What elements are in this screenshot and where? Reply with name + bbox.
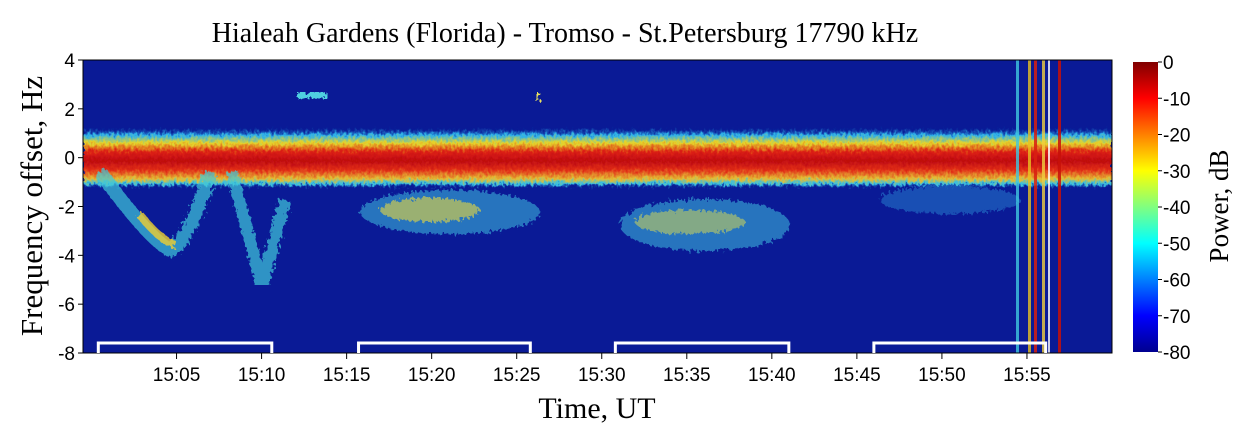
- colorbar-tick-label: -40: [1163, 198, 1190, 219]
- y-tick-label: -6: [58, 295, 75, 316]
- y-tick-label: 2: [64, 100, 75, 121]
- y-tick-label: -4: [58, 246, 75, 267]
- interval-bracket: [613, 341, 791, 353]
- x-tick-label: 15:20: [408, 365, 456, 386]
- y-tick-label: 0: [64, 149, 75, 170]
- colorbar-tick-label: -20: [1163, 126, 1190, 147]
- colorbar-tick-label: -50: [1163, 234, 1190, 255]
- y-tick-label: -2: [58, 198, 75, 219]
- y-tick-label: 4: [64, 51, 75, 72]
- spectrogram: [83, 60, 1112, 353]
- x-tick-label: 15:50: [918, 365, 966, 386]
- colorbar-tick-label: -10: [1163, 89, 1190, 110]
- x-tick-label: 15:30: [578, 365, 626, 386]
- colorbar-tick-label: -80: [1163, 343, 1190, 364]
- x-tick-label: 15:40: [748, 365, 796, 386]
- colorbar-label: Power, dB: [1204, 150, 1234, 263]
- x-tick-label: 15:35: [663, 365, 711, 386]
- x-tick-label: 15:05: [153, 365, 201, 386]
- y-axis-label: Frequency offset, Hz: [14, 76, 49, 336]
- interval-bracket: [357, 341, 532, 353]
- interval-bracket: [96, 341, 274, 353]
- colorbar-tick-label: -60: [1163, 271, 1190, 292]
- x-axis-label: Time, UT: [538, 392, 655, 425]
- x-tick-label: 15:15: [323, 365, 371, 386]
- interference-lines: [1016, 60, 1061, 353]
- colorbar-tick-label: -30: [1163, 162, 1190, 183]
- colorbar: [1133, 62, 1158, 352]
- spectrogram-texture: [83, 92, 1112, 308]
- x-tick-label: 15:55: [1003, 365, 1051, 386]
- colorbar-tick-label: 0: [1163, 53, 1174, 74]
- x-tick-label: 15:25: [493, 365, 541, 386]
- colorbar-tick-label: -70: [1163, 307, 1190, 328]
- chart-title: Hialeah Gardens (Florida) - Tromso - St.…: [212, 18, 918, 49]
- x-tick-label: 15:10: [238, 365, 286, 386]
- interval-bracket: [872, 341, 1048, 353]
- x-tick-label: 15:45: [833, 365, 881, 386]
- y-tick-label: -8: [58, 344, 75, 365]
